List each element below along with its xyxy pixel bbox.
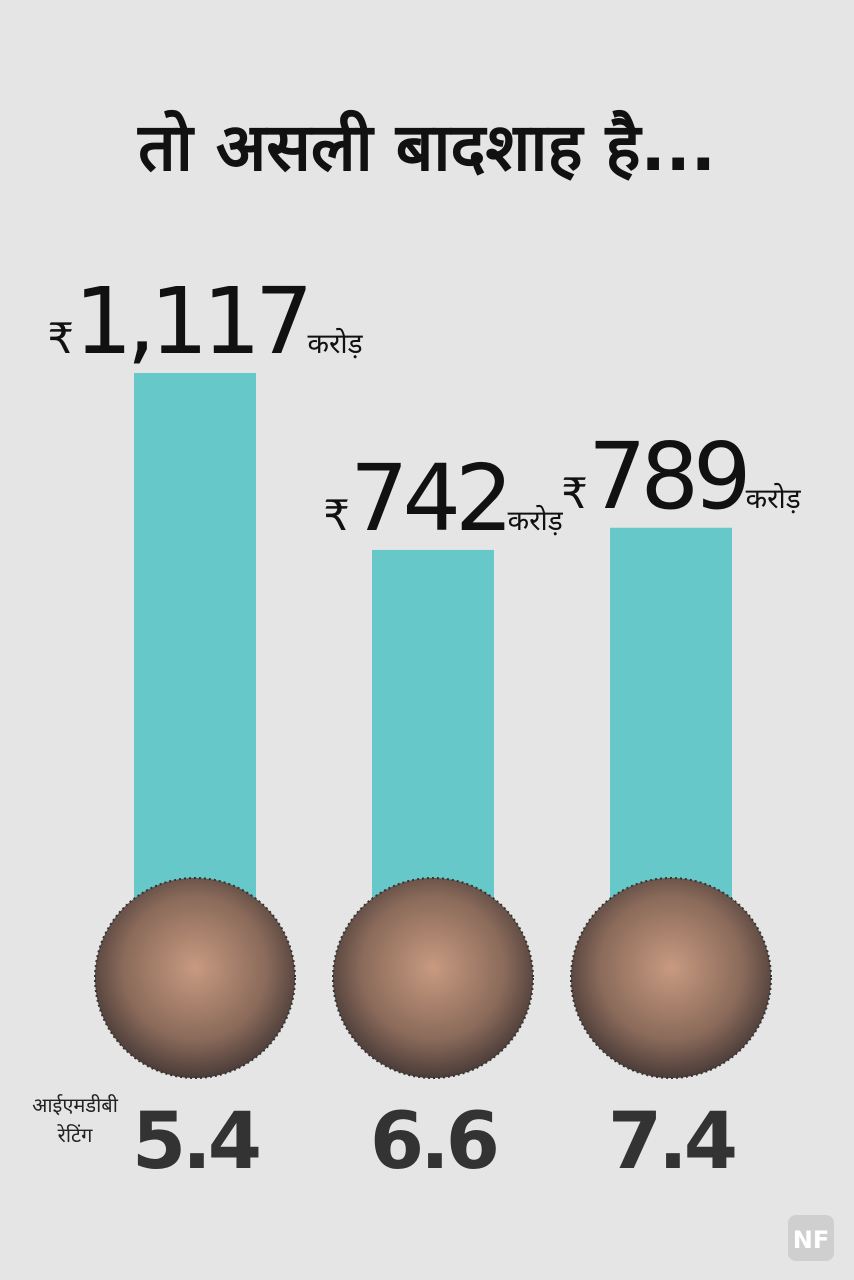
logo: NF	[793, 1226, 829, 1254]
actor-photo	[94, 877, 296, 1079]
bar	[610, 527, 732, 900]
actor-photo	[332, 877, 534, 1079]
value-number: 742	[350, 445, 508, 552]
value-label: ₹742करोड़	[323, 445, 564, 552]
actor-photo	[570, 877, 772, 1079]
bar	[372, 549, 494, 900]
rating-value: 5.4	[132, 1097, 259, 1187]
currency-symbol: ₹	[47, 314, 74, 363]
currency-symbol: ₹	[561, 469, 588, 518]
chart-title: तो असली बादशाह है...	[136, 109, 716, 186]
bars: ₹1,117करोड़₹742करोड़₹789करोड़	[47, 268, 802, 900]
unit: करोड़	[746, 482, 802, 515]
value-number: 789	[588, 423, 746, 530]
currency-symbol: ₹	[323, 491, 350, 540]
rating-label: आईएमडीबी	[32, 1093, 119, 1117]
ratings: 5.4 6.6 7.4	[132, 1097, 739, 1187]
unit: करोड़	[508, 504, 564, 537]
value-label: ₹789करोड़	[561, 423, 802, 530]
rating-value: 6.6	[370, 1097, 497, 1187]
photos	[94, 877, 772, 1079]
bar	[134, 373, 256, 900]
unit: करोड़	[307, 327, 363, 360]
rating-value: 7.4	[608, 1097, 735, 1187]
value-label: ₹1,117करोड़	[47, 268, 363, 375]
rating-label: रेटिंग	[57, 1123, 93, 1147]
logo-box	[788, 1215, 834, 1261]
value-number: 1,117	[74, 268, 307, 375]
